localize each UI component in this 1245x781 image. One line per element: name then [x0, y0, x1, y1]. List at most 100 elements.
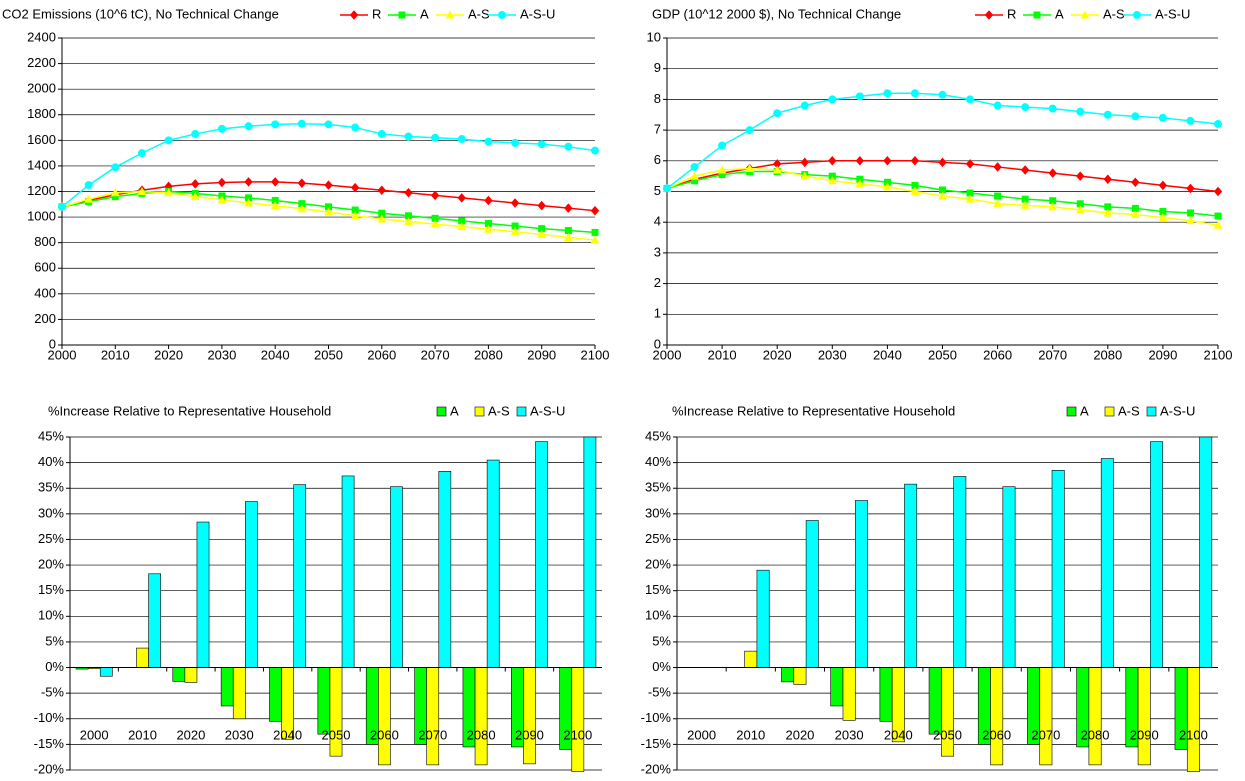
marker: [190, 192, 200, 201]
marker: [457, 193, 466, 203]
bar: [1002, 486, 1016, 668]
marker: [773, 109, 782, 118]
marker: [938, 191, 947, 200]
x-tick-label: 2040: [261, 347, 290, 362]
marker: [1158, 213, 1168, 222]
marker: [590, 205, 600, 216]
marker: [1103, 208, 1113, 217]
y-tick-label: 15%: [38, 582, 64, 597]
bar: [928, 667, 942, 735]
bar: [172, 667, 186, 682]
y-tick-label: -15%: [641, 736, 672, 751]
marker: [324, 207, 333, 216]
x-tick-label: 2000: [48, 347, 77, 362]
x-tick-label: 2030: [207, 347, 236, 362]
legend-label: A: [420, 6, 429, 21]
bar: [1039, 667, 1053, 766]
bar: [904, 483, 918, 668]
x-tick-label: 2060: [983, 347, 1012, 362]
bar: [136, 647, 149, 668]
x-tick-label: 2060: [367, 347, 396, 362]
y-tick-label: -5%: [41, 685, 65, 700]
bar: [756, 569, 770, 668]
x-tick-label: 2030: [818, 347, 847, 362]
y-tick-label: 2200: [27, 55, 56, 70]
marker: [164, 188, 173, 197]
marker: [883, 89, 892, 98]
marker: [111, 163, 120, 172]
bar: [378, 667, 391, 766]
y-tick-label: 400: [34, 285, 56, 300]
marker: [430, 219, 440, 228]
x-tick-label: 2020: [785, 727, 814, 742]
x-tick-label: 2010: [128, 727, 157, 742]
bar: [941, 667, 954, 757]
x-tick-label: 2000: [687, 727, 716, 742]
y-tick-label: 25%: [645, 531, 671, 546]
marker: [1033, 11, 1041, 19]
y-tick-label: 20%: [38, 557, 64, 572]
marker: [271, 177, 280, 187]
marker: [510, 227, 520, 236]
x-tick-label: 2030: [225, 727, 254, 742]
y-tick-label: -15%: [34, 736, 65, 751]
bar: [879, 667, 893, 722]
x-tick-label: 2000: [80, 727, 109, 742]
x-tick-label: 2050: [928, 347, 957, 362]
bar: [523, 667, 536, 765]
x-tick-label: 2100: [581, 347, 610, 362]
chart-title: %Increase Relative to Representative Hou…: [672, 403, 955, 418]
marker: [244, 177, 253, 187]
marker: [855, 156, 865, 166]
marker: [1186, 183, 1195, 194]
x-tick-label: 2020: [154, 347, 183, 362]
x-tick-label: 2020: [176, 727, 205, 742]
marker: [270, 201, 280, 210]
legend-swatch: [1104, 406, 1115, 417]
marker: [800, 101, 809, 110]
marker: [324, 180, 333, 190]
marker: [377, 214, 387, 223]
y-tick-label: 9: [654, 60, 661, 75]
marker: [1131, 177, 1140, 188]
legend-swatch: [1146, 406, 1157, 417]
y-tick-label: 5%: [45, 633, 64, 648]
marker: [1076, 107, 1085, 116]
marker: [350, 211, 360, 220]
marker: [564, 227, 572, 235]
marker: [994, 192, 1002, 200]
marker: [828, 156, 837, 166]
marker: [1158, 113, 1167, 122]
marker: [1020, 200, 1030, 209]
legend-label: A-S: [488, 403, 510, 418]
marker: [690, 171, 699, 180]
marker: [855, 92, 864, 101]
x-tick-label: 2070: [1031, 727, 1060, 742]
x-tick-label: 2050: [314, 347, 343, 362]
marker: [404, 188, 413, 198]
marker: [690, 162, 699, 171]
chart-title: GDP (10^12 2000 $), No Technical Change: [652, 6, 901, 21]
bar: [830, 667, 844, 707]
x-tick-label: 2000: [653, 347, 682, 362]
x-tick-label: 2040: [273, 727, 302, 742]
marker: [164, 136, 173, 145]
marker: [484, 137, 493, 146]
marker: [457, 222, 467, 231]
y-tick-label: 8: [654, 91, 661, 106]
marker: [938, 90, 947, 99]
y-tick-label: 25%: [38, 531, 64, 546]
y-tick-label: 1200: [27, 183, 56, 198]
marker: [800, 171, 810, 180]
marker: [1213, 220, 1223, 229]
bar: [571, 667, 585, 772]
marker: [966, 95, 975, 104]
marker: [217, 195, 227, 204]
marker: [800, 157, 809, 168]
marker: [1214, 212, 1222, 220]
marker: [1103, 174, 1112, 184]
y-tick-label: 10%: [38, 608, 64, 623]
marker: [377, 185, 386, 195]
